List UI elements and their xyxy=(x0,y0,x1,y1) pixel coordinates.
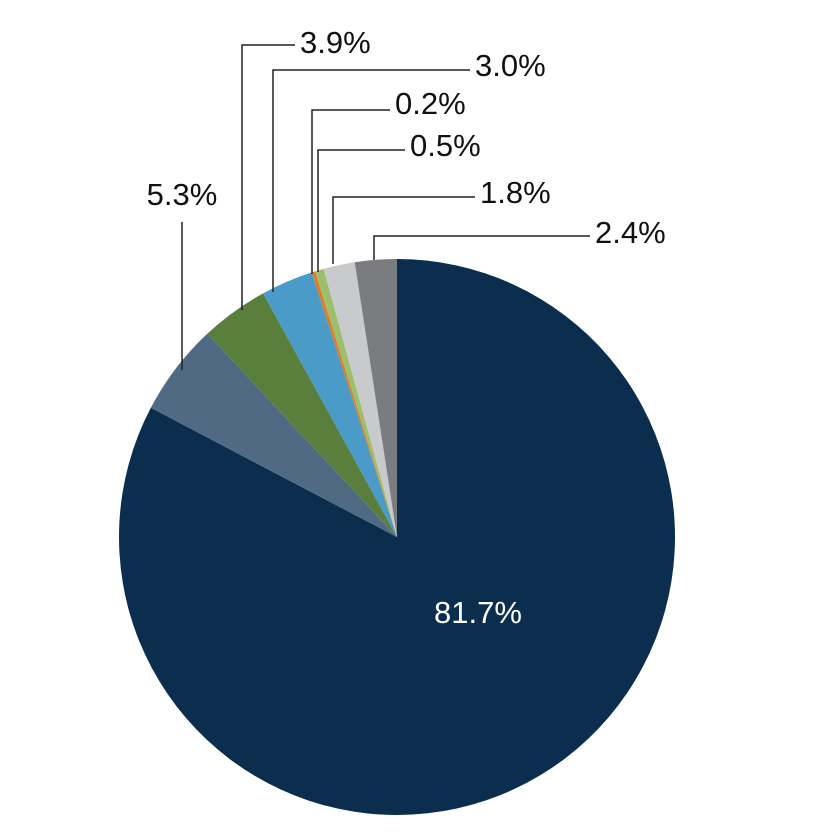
data-label: 3.9% xyxy=(300,25,371,60)
leader-line xyxy=(272,69,470,292)
pie-slice xyxy=(354,259,397,537)
data-label: 1.8% xyxy=(480,175,551,210)
pie-slice xyxy=(263,272,397,537)
data-label: 5.3% xyxy=(147,177,218,212)
leader-line xyxy=(317,149,405,272)
pie-slice xyxy=(311,271,397,537)
data-label: 0.5% xyxy=(410,128,481,163)
pie-slice xyxy=(150,333,397,537)
leader-line xyxy=(311,109,390,274)
leader-line xyxy=(373,235,590,260)
pie-slice xyxy=(323,262,397,537)
leader-line xyxy=(241,44,295,310)
data-label: 0.2% xyxy=(395,86,466,121)
data-label: 3.0% xyxy=(475,48,546,83)
data-label: 81.7% xyxy=(434,595,522,630)
pie-slice xyxy=(207,293,397,537)
data-label: 2.4% xyxy=(595,215,666,250)
pie-slice xyxy=(315,268,397,537)
leader-line xyxy=(332,196,475,264)
